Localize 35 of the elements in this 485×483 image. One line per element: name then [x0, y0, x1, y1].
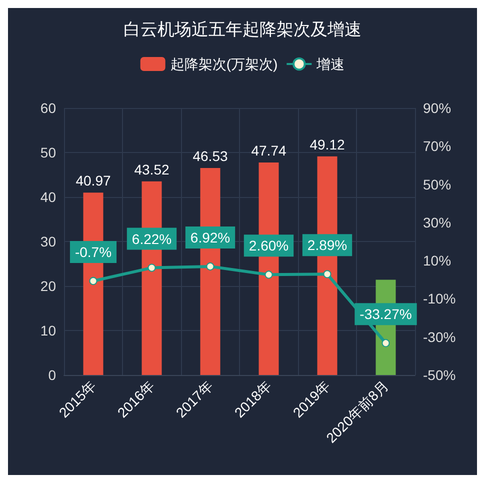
y-tick-label: 30 [40, 234, 56, 250]
data-label: 47.74 [251, 142, 286, 159]
data-label: 46.53 [192, 148, 228, 164]
y2-tick-label: 10% [423, 252, 452, 269]
y2-tick-label: -30% [423, 328, 456, 345]
data-label: 40.97 [76, 172, 111, 189]
data-label: 43.52 [134, 161, 170, 178]
y2-tick-label: 90% [423, 100, 452, 116]
y-tick-label: 40 [40, 189, 56, 205]
y2-tick-label: 30% [423, 214, 452, 230]
point [89, 276, 98, 285]
data-label: 2.89% [307, 237, 348, 254]
data-label: 6.22% [132, 230, 172, 247]
point [382, 339, 390, 348]
y-tick-label: 0 [48, 367, 56, 383]
chart-title: 白云机场近五年起降架次及增速 [124, 20, 362, 39]
point [148, 264, 156, 272]
point [264, 270, 273, 279]
data-label: 2.60% [248, 238, 289, 254]
data-label: -0.7% [74, 244, 112, 260]
data-label: 6.92% [190, 229, 230, 246]
y2-tick-label: 70% [423, 138, 452, 154]
y-tick-label: 50 [40, 144, 56, 160]
point [206, 262, 214, 270]
y-tick-label: 10 [40, 322, 56, 338]
y-tick-label: 20 [40, 278, 56, 294]
point [323, 270, 332, 278]
y2-tick-label: 50% [423, 176, 452, 192]
data-label: 49.12 [310, 136, 345, 152]
y2-tick-label: -10% [423, 290, 456, 307]
data-label: -33.27% [360, 306, 412, 322]
legend-label: 增速 [316, 56, 345, 72]
y2-tick-label: -50% [423, 367, 456, 383]
legend-label: 起降架次(万架次) [170, 56, 278, 72]
y-tick-label: 60 [40, 100, 56, 116]
